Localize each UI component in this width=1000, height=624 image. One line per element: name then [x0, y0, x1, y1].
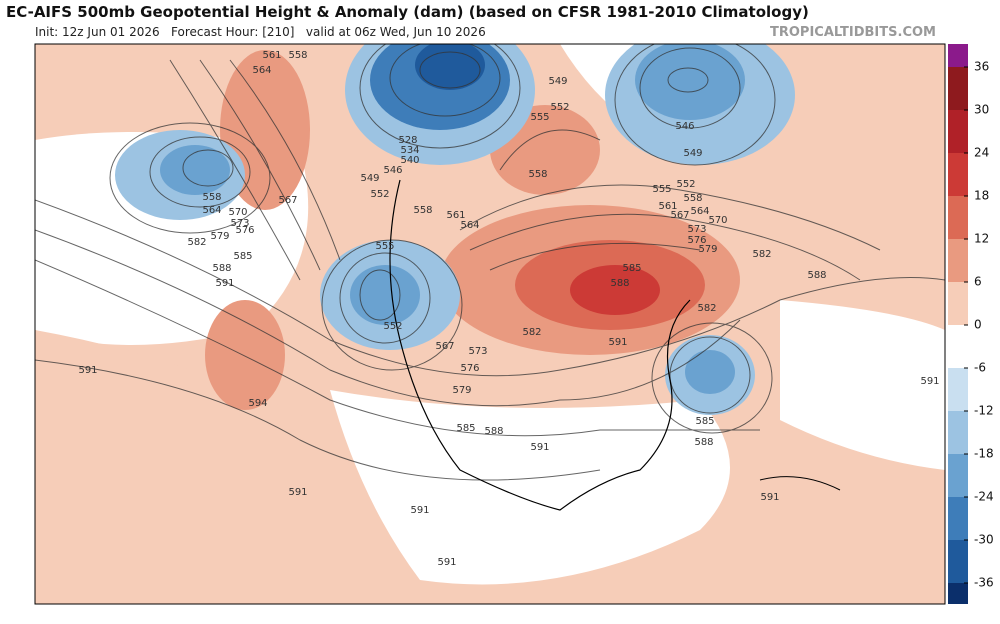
contour-label: 558: [528, 169, 547, 180]
contour-label: 558: [413, 205, 432, 216]
contour-label: 591: [215, 278, 234, 289]
contour-label: 570: [708, 215, 727, 226]
colorbar-tick-label: -30: [974, 533, 994, 547]
colorbar-tick-label: 24: [974, 146, 989, 160]
contour-label: 552: [383, 321, 402, 332]
contour-label: 540: [400, 155, 419, 166]
contour-label: 552: [370, 189, 389, 200]
map-frame: [34, 43, 946, 605]
contour-label: 555: [375, 241, 394, 252]
contour-label: 564: [460, 220, 479, 231]
colorbar-band: [948, 583, 968, 604]
contour-label: 588: [484, 426, 503, 437]
contour-label: 558: [202, 192, 221, 203]
contour-label: 558: [683, 193, 702, 204]
colorbar-band: [948, 325, 968, 368]
contour-label: 588: [610, 278, 629, 289]
contour-label: 576: [460, 363, 479, 374]
contour-label: 576: [687, 235, 706, 246]
colorbar-tick-label: 0: [974, 318, 982, 332]
colorbar-tick-label: 30: [974, 103, 989, 117]
contour-label: 591: [78, 365, 97, 376]
contour-label: 534: [400, 145, 419, 156]
contour-label: 582: [187, 237, 206, 248]
contour-label: 564: [202, 205, 221, 216]
contour-label: 588: [694, 437, 713, 448]
colorbar-tick-label: -6: [974, 361, 986, 375]
contour-label: 594: [248, 398, 267, 409]
contour-label: 591: [288, 487, 307, 498]
colorbar-band: [948, 44, 968, 67]
contour-label: 585: [233, 251, 252, 262]
contour-label: 552: [550, 102, 569, 113]
colorbar-band: [948, 196, 968, 239]
contour-label: 549: [683, 148, 702, 159]
contour-label: 561: [658, 201, 677, 212]
colorbar-tick-label: -24: [974, 490, 994, 504]
subtitle: Init: 12z Jun 01 2026 Forecast Hour: [21…: [35, 25, 486, 39]
colorbar-tick-label: -18: [974, 447, 994, 461]
contour-label: 546: [675, 121, 694, 132]
contour-label: 549: [548, 76, 567, 87]
contour-label: 573: [230, 218, 249, 229]
contour-label: 561: [262, 50, 281, 61]
contour-label: 546: [383, 165, 402, 176]
contour-label: 558: [288, 50, 307, 61]
contour-label: 564: [252, 65, 271, 76]
contour-label: 576: [235, 225, 254, 236]
title: EC-AIFS 500mb Geopotential Height & Anom…: [6, 3, 809, 21]
colorbar-band: [948, 239, 968, 282]
colorbar-band: [948, 411, 968, 454]
contour-label: 567: [435, 341, 454, 352]
colorbar-band: [948, 454, 968, 497]
contour-label: 585: [622, 263, 641, 274]
contour-label: 573: [468, 346, 487, 357]
contour-label: 585: [456, 423, 475, 434]
contour-label: 591: [410, 505, 429, 516]
colorbar-band: [948, 110, 968, 153]
colorbar-tick-label: 36: [974, 60, 989, 74]
contour-label: 570: [228, 207, 247, 218]
colorbar-tick-label: 18: [974, 189, 989, 203]
colorbar-tick-label: 12: [974, 232, 989, 246]
contour-label: 582: [752, 249, 771, 260]
contour-label: 549: [360, 173, 379, 184]
site-name: TROPICALTIDBITS.COM: [770, 25, 936, 40]
contour-label: 588: [807, 270, 826, 281]
colorbar-tick-label: 6: [974, 275, 982, 289]
contour-label: 579: [452, 385, 471, 396]
colorbar-band: [948, 282, 968, 325]
contour-label: 588: [212, 263, 231, 274]
colorbar-band: [948, 67, 968, 110]
contour-label: 591: [608, 337, 627, 348]
contour-label: 579: [210, 231, 229, 242]
contour-label: 567: [278, 195, 297, 206]
contour-label: 582: [697, 303, 716, 314]
colorbar-band: [948, 540, 968, 583]
contour-label: 567: [670, 210, 689, 221]
colorbar-band: [948, 368, 968, 411]
contour-label: 579: [698, 244, 717, 255]
colorbar-tick-label: -36: [974, 576, 994, 590]
contour-label: 591: [760, 492, 779, 503]
contour-label: 561: [446, 210, 465, 221]
contour-label: 573: [687, 224, 706, 235]
contour-label: 528: [398, 135, 417, 146]
colorbar-tick-label: -12: [974, 404, 994, 418]
contour-label: 552: [676, 179, 695, 190]
contour-label: 591: [437, 557, 456, 568]
colorbar-band: [948, 497, 968, 540]
contour-label: 582: [522, 327, 541, 338]
contour-label: 591: [920, 376, 939, 387]
anomaly-field: [35, 44, 945, 604]
colorbar-band: [948, 153, 968, 196]
contour-label: 555: [530, 112, 549, 123]
contour-label: 585: [695, 416, 714, 427]
contour-label: 555: [652, 184, 671, 195]
contour-label: 564: [690, 206, 709, 217]
contour-label: 591: [530, 442, 549, 453]
